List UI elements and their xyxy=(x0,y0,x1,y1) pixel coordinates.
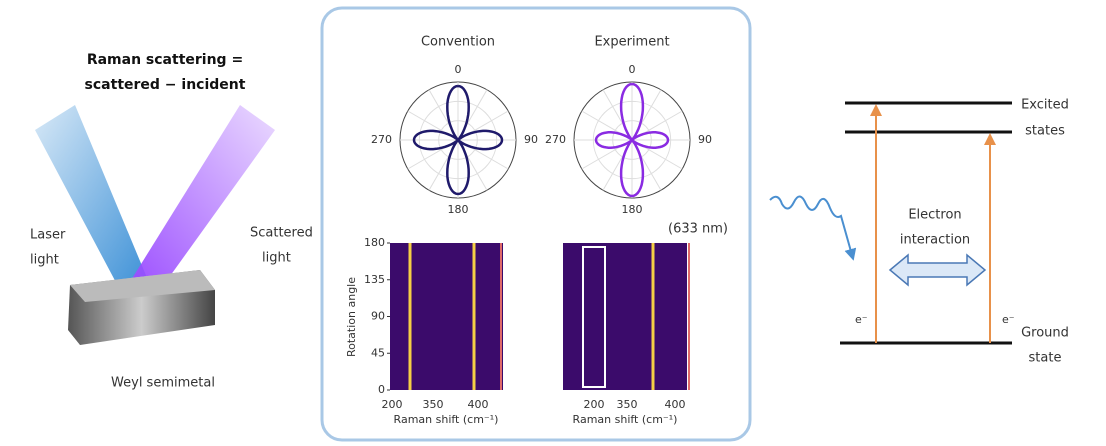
polar-label: 180 xyxy=(448,203,469,216)
wavelength: (633 nm) xyxy=(668,222,728,237)
polar-label: 90 xyxy=(698,133,712,146)
polar-label: 270 xyxy=(545,133,566,146)
caption: scattered − incident xyxy=(85,77,246,93)
polar-curve xyxy=(594,82,670,198)
label: e⁻ xyxy=(855,313,868,326)
axis-label: Rotation angle xyxy=(345,277,358,357)
y-tick-label: 135 xyxy=(364,273,385,286)
caption: Raman scattering = xyxy=(87,52,243,68)
x-tick-label: 200 xyxy=(584,398,605,411)
x-tick-label: 350 xyxy=(617,398,638,411)
x-axis-label: Raman shift (cm⁻¹) xyxy=(573,413,678,426)
photon xyxy=(769,195,857,261)
interaction-arrow xyxy=(888,253,987,287)
polar-title: Convention xyxy=(421,35,495,50)
polar-label: 90 xyxy=(524,133,538,146)
label: states xyxy=(1025,124,1065,139)
label: e⁻ xyxy=(1002,313,1015,326)
label: Excited xyxy=(1021,98,1069,113)
label: Weyl semimetal xyxy=(111,376,215,391)
polar-label: 0 xyxy=(455,63,462,76)
sample-top xyxy=(70,270,215,302)
stripes xyxy=(408,243,690,390)
x-axis-label: Raman shift (cm⁻¹) xyxy=(394,413,499,426)
polar-label: 180 xyxy=(622,203,643,216)
polar-curve xyxy=(412,84,504,196)
y-tick-label: 0 xyxy=(378,383,385,396)
label: Ground xyxy=(1021,326,1069,341)
label: state xyxy=(1029,351,1062,366)
polar-title: Experiment xyxy=(594,35,669,50)
laser-beam xyxy=(35,105,150,290)
x-tick-label: 400 xyxy=(468,398,489,411)
label: Electron xyxy=(908,208,961,223)
x-tick-label: 200 xyxy=(382,398,403,411)
label: Scattered xyxy=(250,226,313,241)
label: Laser xyxy=(30,228,66,243)
polar-label: 270 xyxy=(371,133,392,146)
polar-label: 0 xyxy=(629,63,636,76)
scattered-beam xyxy=(128,105,275,290)
y-tick-label: 45 xyxy=(371,346,385,359)
label: light xyxy=(30,253,59,268)
panel xyxy=(320,6,752,442)
x-tick-label: 400 xyxy=(665,398,686,411)
heatmap xyxy=(563,243,687,390)
y-tick-label: 180 xyxy=(364,236,385,249)
highlight-box xyxy=(582,246,606,388)
label: interaction xyxy=(900,233,970,248)
heatmap xyxy=(390,243,503,390)
x-tick-label: 350 xyxy=(423,398,444,411)
label: light xyxy=(262,251,291,266)
y-tick-label: 90 xyxy=(371,310,385,323)
